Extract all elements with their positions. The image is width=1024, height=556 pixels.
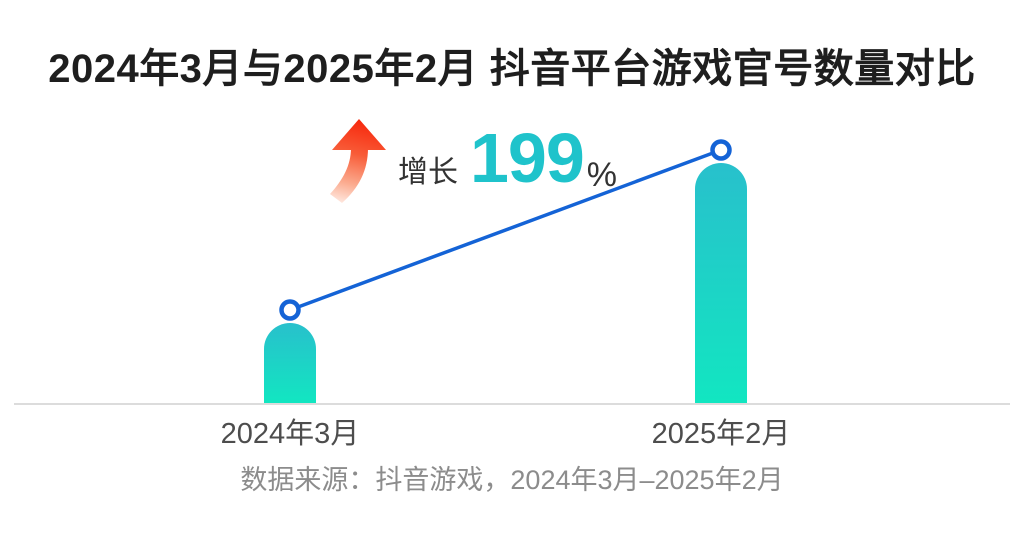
x-label-2024-03: 2024年3月: [220, 418, 360, 450]
growth-label: 增长: [398, 156, 458, 189]
bar-2024-03: [264, 323, 316, 403]
x-axis-line: [14, 403, 1010, 405]
growth-value: 199: [470, 119, 585, 197]
bar-2025-02: [695, 163, 747, 403]
trend-marker-right: [710, 139, 732, 161]
growth-up-arrow-icon: [330, 119, 386, 203]
chart-title: 2024年3月与2025年2月 抖音平台游戏官号数量对比: [48, 47, 976, 91]
trend-marker-left: [279, 299, 301, 321]
growth-unit: %: [586, 156, 618, 194]
x-label-2025-02: 2025年2月: [651, 418, 791, 450]
growth-annotation: 增长 199%: [398, 123, 617, 193]
source-note: 数据来源：抖音游戏，2024年3月–2025年2月: [240, 465, 784, 495]
